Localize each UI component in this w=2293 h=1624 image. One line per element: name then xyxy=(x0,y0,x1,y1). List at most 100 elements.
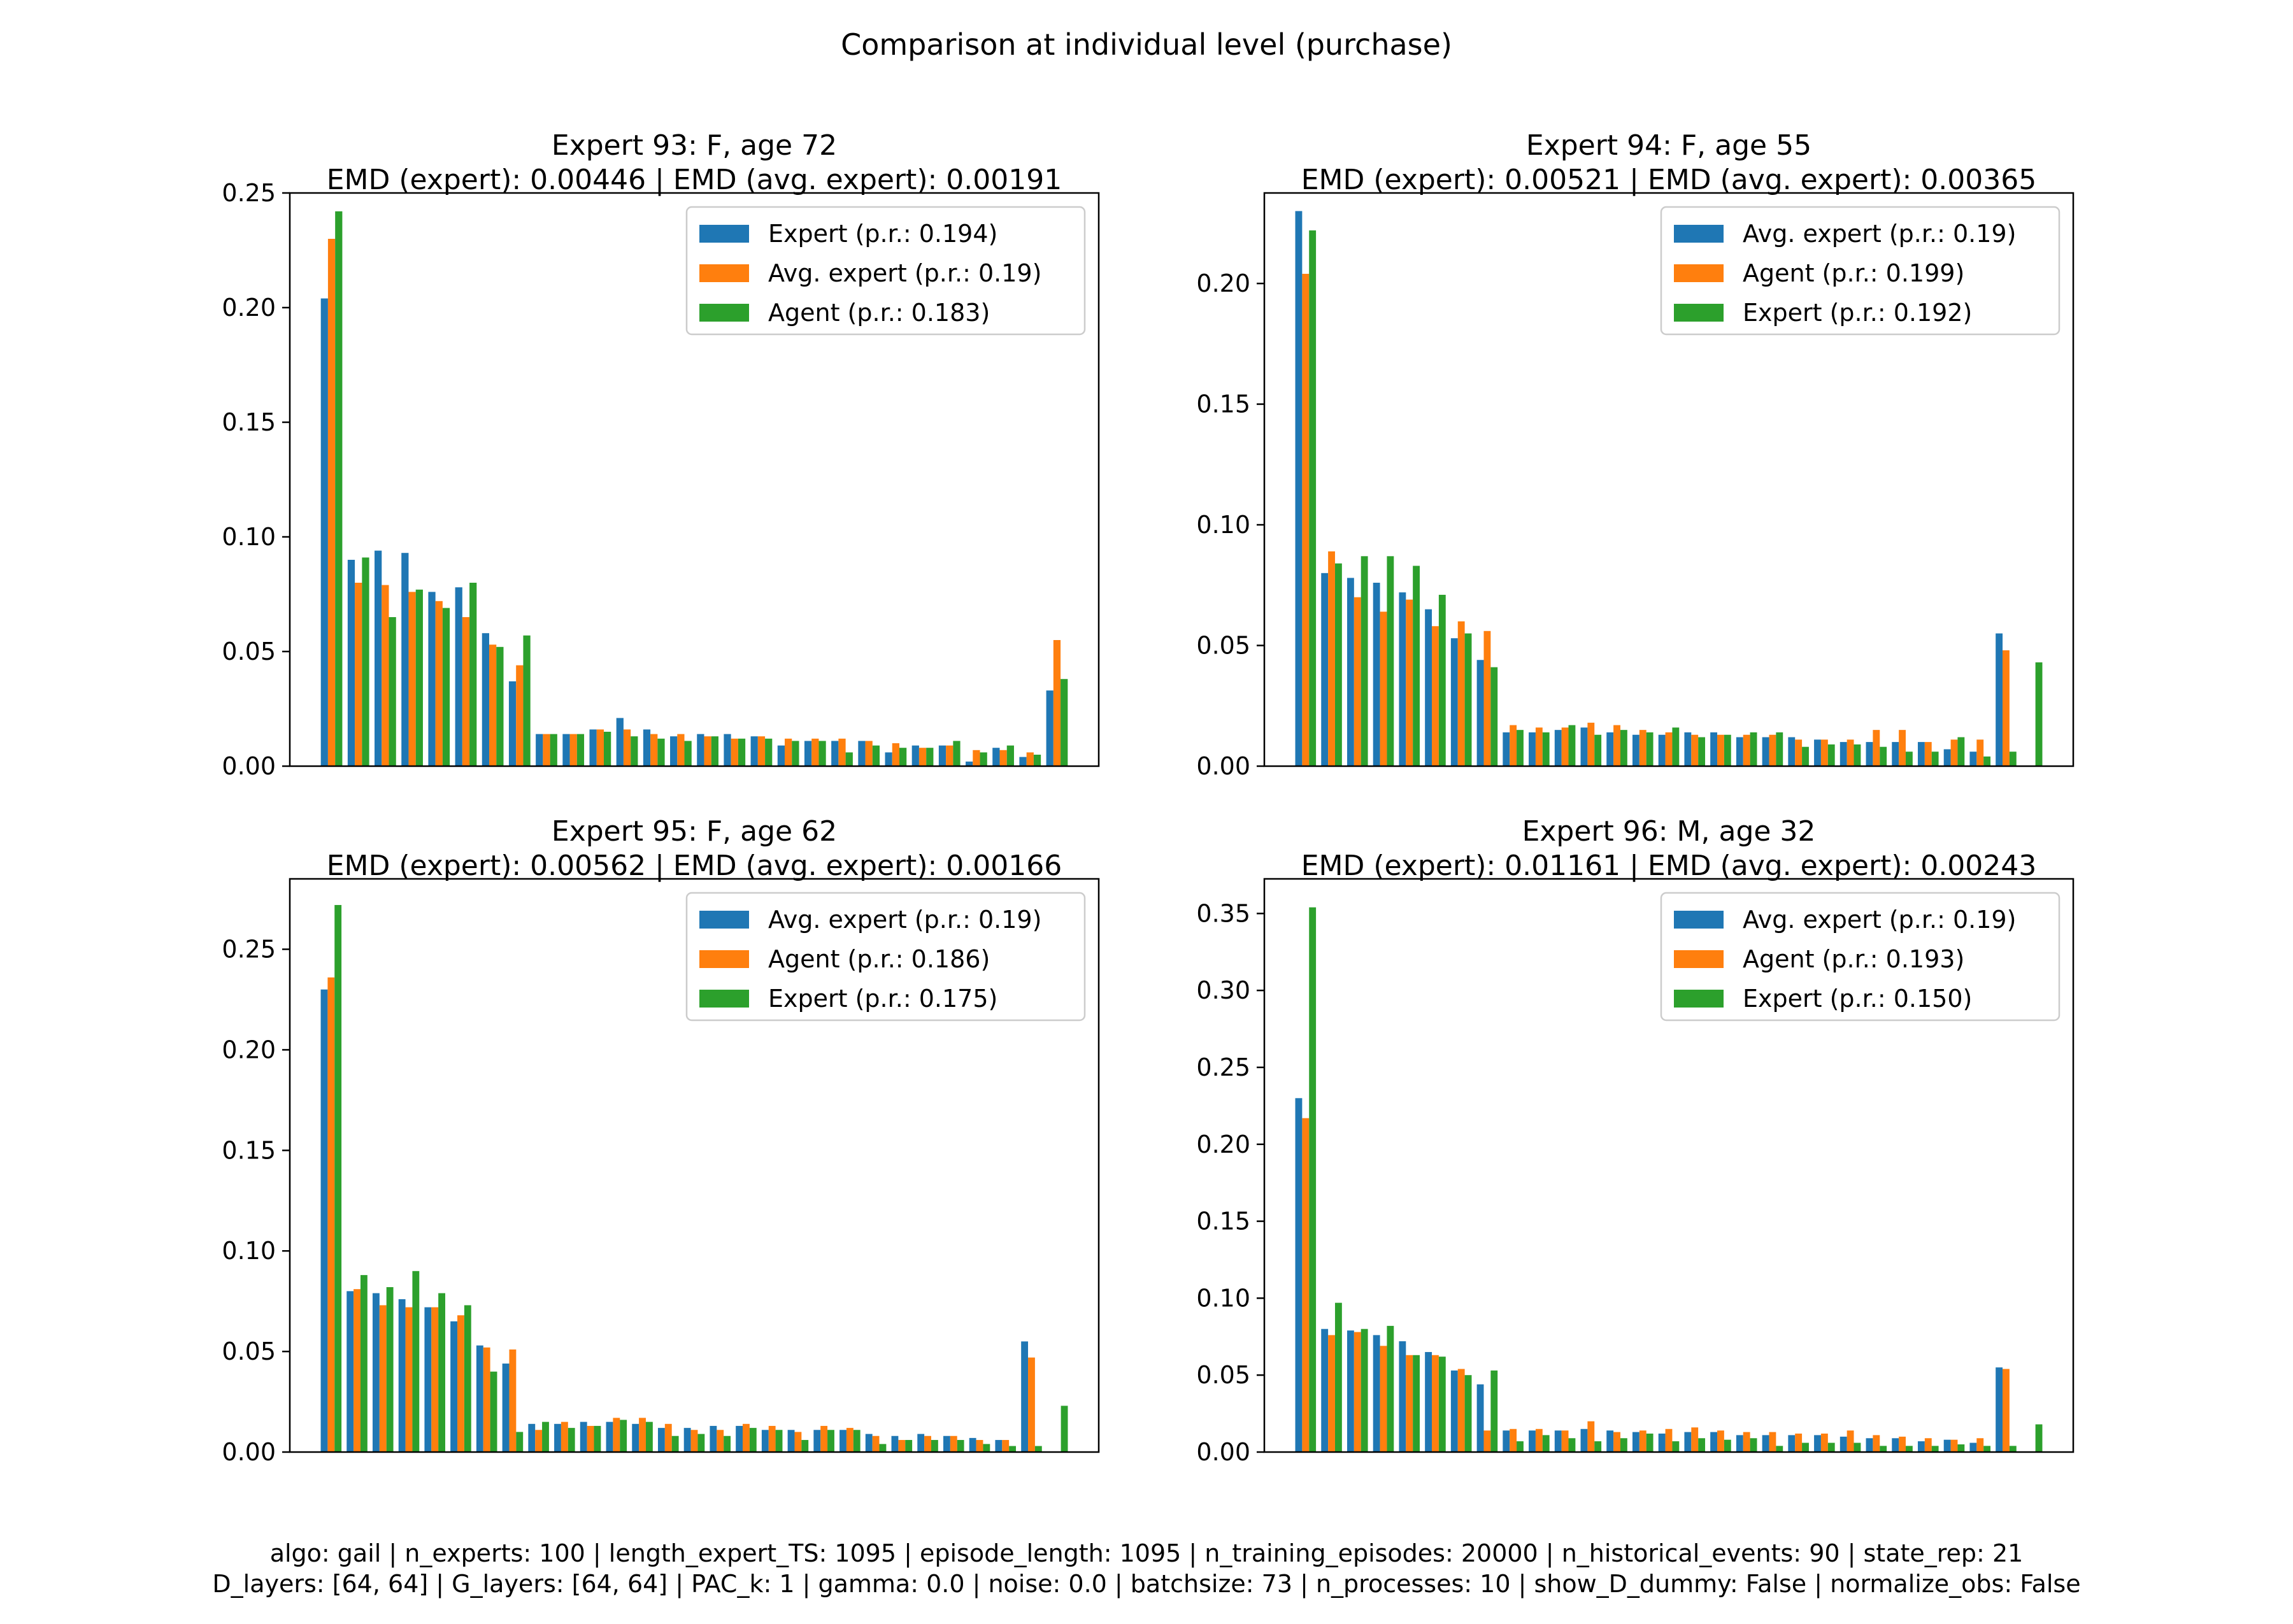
legend-swatch xyxy=(699,990,749,1008)
bar xyxy=(2009,751,2017,766)
bar xyxy=(1717,734,1724,766)
bar xyxy=(731,738,738,766)
bar xyxy=(408,592,416,766)
bar xyxy=(1535,727,1543,766)
bar xyxy=(1046,690,1054,766)
bar xyxy=(1510,1428,1517,1452)
legend-frame xyxy=(685,206,1086,336)
bar xyxy=(1802,1442,1809,1452)
bar xyxy=(1632,1432,1639,1452)
footer-line-1: algo: gail | n_experts: 100 | length_exp… xyxy=(270,1539,2024,1568)
bar xyxy=(1380,1346,1387,1452)
bar xyxy=(490,1371,497,1452)
bar xyxy=(469,583,477,766)
bar xyxy=(1698,1438,1706,1452)
bar xyxy=(1943,749,1951,766)
bar xyxy=(1425,1351,1432,1452)
bar xyxy=(1361,556,1368,766)
bar xyxy=(516,1432,524,1452)
bar xyxy=(1476,660,1484,766)
bar xyxy=(523,635,531,766)
bar xyxy=(1517,1441,1524,1452)
bar xyxy=(1295,1098,1303,1452)
bar xyxy=(1535,1428,1543,1452)
bar xyxy=(1606,732,1614,766)
bar xyxy=(1776,1446,1783,1452)
bar xyxy=(966,761,973,766)
bar xyxy=(717,1430,724,1452)
bar xyxy=(995,1440,1003,1452)
bar xyxy=(1983,1446,1991,1452)
bar xyxy=(442,608,450,766)
bar xyxy=(1905,1446,1913,1452)
bar xyxy=(1983,756,1991,766)
bar xyxy=(1950,1439,1958,1452)
bar xyxy=(360,1275,368,1452)
bar xyxy=(1302,273,1310,766)
bar xyxy=(1839,1436,1847,1452)
bar xyxy=(1717,1430,1724,1452)
bar xyxy=(1691,1427,1699,1452)
bar xyxy=(1554,730,1562,766)
bars xyxy=(1295,211,2043,766)
bar xyxy=(1750,732,1757,766)
bar xyxy=(589,729,597,766)
bar xyxy=(596,729,604,766)
bar xyxy=(905,1440,913,1452)
bar xyxy=(1750,1438,1757,1452)
bar xyxy=(412,1271,420,1452)
bar xyxy=(1561,1430,1569,1452)
bar xyxy=(1476,1384,1484,1452)
y-tick-label: 0.10 xyxy=(222,1237,276,1265)
bar xyxy=(2003,1369,2010,1452)
legend-entry: Avg. expert (p.r.: 0.19) xyxy=(1743,906,2016,934)
bar xyxy=(561,1421,568,1452)
bar xyxy=(1483,1430,1491,1452)
bar xyxy=(885,752,892,766)
bar xyxy=(516,665,524,766)
bar xyxy=(2035,662,2043,766)
bar xyxy=(1950,739,1958,766)
panel-subtitle: EMD (expert): 0.01161 | EMD (avg. expert… xyxy=(1301,850,2037,882)
y-tick-label: 0.15 xyxy=(222,1136,276,1164)
y-tick-label: 0.20 xyxy=(1196,269,1250,297)
bar xyxy=(1684,732,1692,766)
bar xyxy=(690,1430,698,1452)
bar xyxy=(749,1428,757,1452)
bar xyxy=(750,736,758,766)
bar xyxy=(846,1428,854,1452)
bar xyxy=(1587,722,1595,766)
y-tick-label: 0.15 xyxy=(222,408,276,436)
bar xyxy=(787,1430,795,1452)
bar xyxy=(1646,1434,1654,1452)
panel-subtitle: EMD (expert): 0.00562 | EMD (avg. expert… xyxy=(327,850,1062,882)
bar xyxy=(462,617,470,766)
bar xyxy=(483,1347,490,1452)
bar xyxy=(1820,739,1828,766)
bar xyxy=(2009,1446,2017,1452)
legend-entry: Expert (p.r.: 0.175) xyxy=(768,985,997,1013)
bar xyxy=(657,1428,665,1452)
bar xyxy=(1028,1357,1035,1452)
bar xyxy=(1606,1430,1614,1452)
bar xyxy=(1302,1118,1310,1452)
axes-frame xyxy=(289,192,1100,767)
bar xyxy=(346,1291,354,1452)
bar xyxy=(1613,1432,1620,1452)
legend-entry: Expert (p.r.: 0.150) xyxy=(1743,985,1972,1013)
bar xyxy=(980,752,987,766)
bar xyxy=(1347,578,1354,766)
bar xyxy=(1432,626,1439,766)
bar xyxy=(1295,211,1303,766)
bar xyxy=(464,1305,471,1452)
bar xyxy=(738,738,746,766)
bar xyxy=(1438,594,1446,766)
bar xyxy=(775,1430,783,1452)
bar xyxy=(1924,742,1932,766)
bars xyxy=(1295,907,2043,1452)
bar xyxy=(606,1421,613,1452)
bar xyxy=(1743,1432,1750,1452)
